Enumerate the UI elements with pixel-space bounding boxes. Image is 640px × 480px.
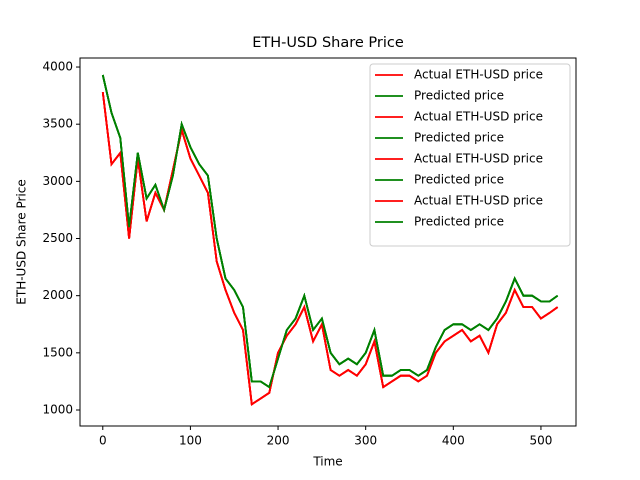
y-tick-label: 1500: [42, 345, 73, 359]
series-line: [101, 74, 559, 389]
legend-label: Actual ETH-USD price: [414, 110, 543, 124]
y-tick-label: 2500: [42, 231, 73, 245]
legend-label: Predicted price: [414, 131, 504, 145]
x-tick-label: 500: [529, 434, 552, 448]
legend-label: Actual ETH-USD price: [414, 68, 543, 82]
y-tick-label: 4000: [42, 60, 73, 74]
x-tick-label: 200: [267, 434, 290, 448]
legend-label: Actual ETH-USD price: [414, 194, 543, 208]
legend-label: Predicted price: [414, 173, 504, 187]
x-axis-label: Time: [312, 455, 342, 469]
x-tick-label: 400: [442, 434, 465, 448]
legend-label: Actual ETH-USD price: [414, 152, 543, 166]
y-axis-label: ETH-USD Share Price: [15, 179, 29, 304]
y-tick-label: 3500: [42, 117, 73, 131]
legend-label: Predicted price: [414, 89, 504, 103]
chart-title: ETH-USD Share Price: [252, 35, 404, 51]
y-tick-label: 1000: [42, 402, 73, 416]
legend-label: Predicted price: [414, 215, 504, 229]
y-tick-label: 2000: [42, 288, 73, 302]
x-tick-label: 100: [179, 434, 202, 448]
y-tick-label: 3000: [42, 174, 73, 188]
legend-box: [369, 63, 571, 247]
x-tick-label: 0: [99, 434, 107, 448]
plot-frame: [79, 57, 577, 427]
x-tick-label: 300: [354, 434, 377, 448]
